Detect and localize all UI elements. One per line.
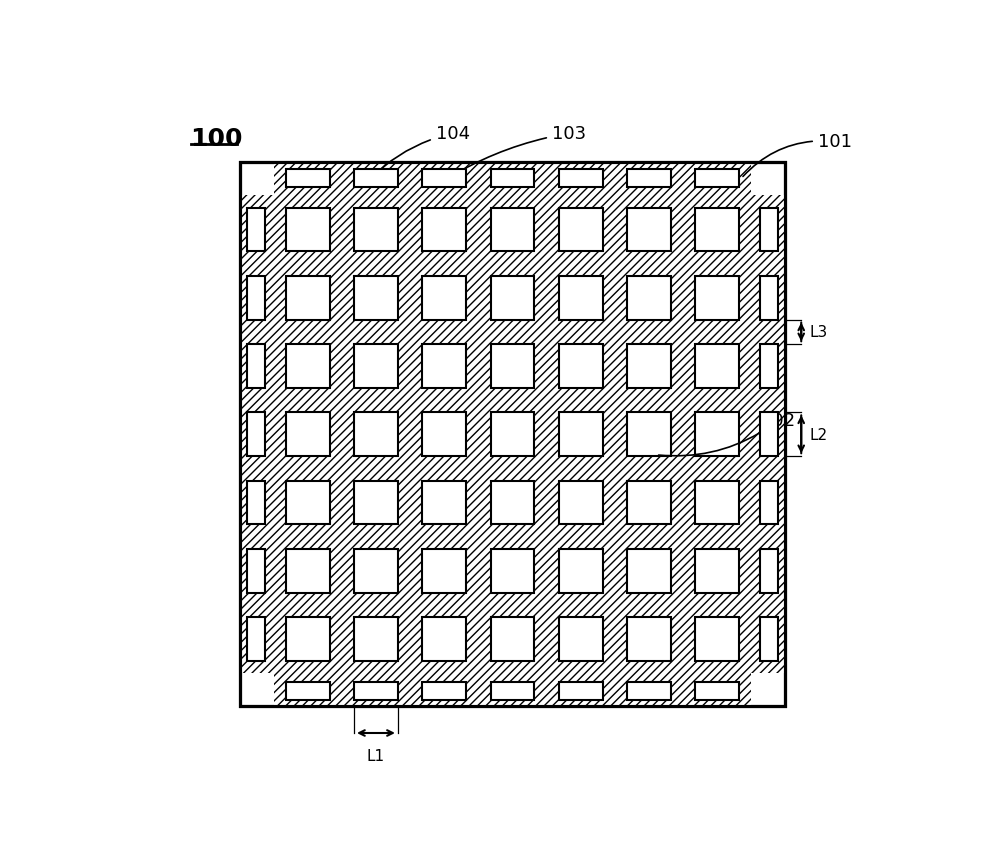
Bar [760,549,778,593]
Bar [491,481,534,525]
Bar [354,413,398,456]
Bar [240,196,274,673]
Bar [422,344,466,388]
Bar [354,170,398,188]
Text: 100: 100 [191,127,243,151]
Bar [559,413,603,456]
Bar [247,617,265,661]
Bar [286,617,330,661]
Bar [422,617,466,661]
Bar [354,617,398,661]
Bar [354,481,398,525]
Bar [760,344,778,388]
Text: L1: L1 [367,747,385,763]
Bar [627,682,671,700]
Bar [422,276,466,320]
Bar [422,549,466,593]
Bar [354,344,398,388]
Bar [559,276,603,320]
Text: L2: L2 [810,427,828,443]
Bar [695,682,739,700]
Bar [354,276,398,320]
Bar [491,208,534,252]
Bar [760,413,778,456]
Bar [559,682,603,700]
Text: 101: 101 [743,133,852,177]
Bar [627,208,671,252]
Bar [422,170,466,188]
Bar [760,617,778,661]
Bar [559,481,603,525]
Bar [422,413,466,456]
Text: L3: L3 [810,325,828,340]
Bar [627,481,671,525]
Bar [627,617,671,661]
Bar [491,413,534,456]
Bar [274,196,751,673]
Bar [247,344,265,388]
Bar [491,617,534,661]
Bar [247,481,265,525]
Bar [491,276,534,320]
Bar [286,549,330,593]
Bar [751,196,785,673]
Bar [286,344,330,388]
Bar [559,208,603,252]
Bar [422,208,466,252]
Bar [695,276,739,320]
Bar [695,413,739,456]
Bar [760,208,778,252]
Bar [354,549,398,593]
Bar [354,682,398,700]
Bar [627,413,671,456]
Bar [491,344,534,388]
Bar [286,481,330,525]
Bar [286,413,330,456]
Bar [695,170,739,188]
Bar [491,170,534,188]
Bar [627,344,671,388]
Bar [247,208,265,252]
Bar [695,549,739,593]
Text: 103: 103 [447,125,586,180]
Bar [695,617,739,661]
Bar [247,549,265,593]
Bar [627,276,671,320]
Bar [247,413,265,456]
Bar [760,481,778,525]
Bar [286,682,330,700]
Bar [491,682,534,700]
Bar [627,170,671,188]
Bar [240,163,785,707]
Bar [422,481,466,525]
Bar [491,549,534,593]
Bar [559,549,603,593]
Text: 102: 102 [659,412,796,456]
Bar [695,208,739,252]
Bar [559,344,603,388]
Bar [760,276,778,320]
Bar [627,549,671,593]
Bar [422,682,466,700]
Bar [240,163,785,707]
Bar [286,276,330,320]
Bar [274,163,751,196]
Bar [247,276,265,320]
Bar [559,170,603,188]
Bar [286,170,330,188]
Text: 104: 104 [371,125,470,179]
Bar [286,208,330,252]
Bar [274,673,751,707]
Bar [695,344,739,388]
Bar [354,208,398,252]
Bar [695,481,739,525]
Bar [559,617,603,661]
